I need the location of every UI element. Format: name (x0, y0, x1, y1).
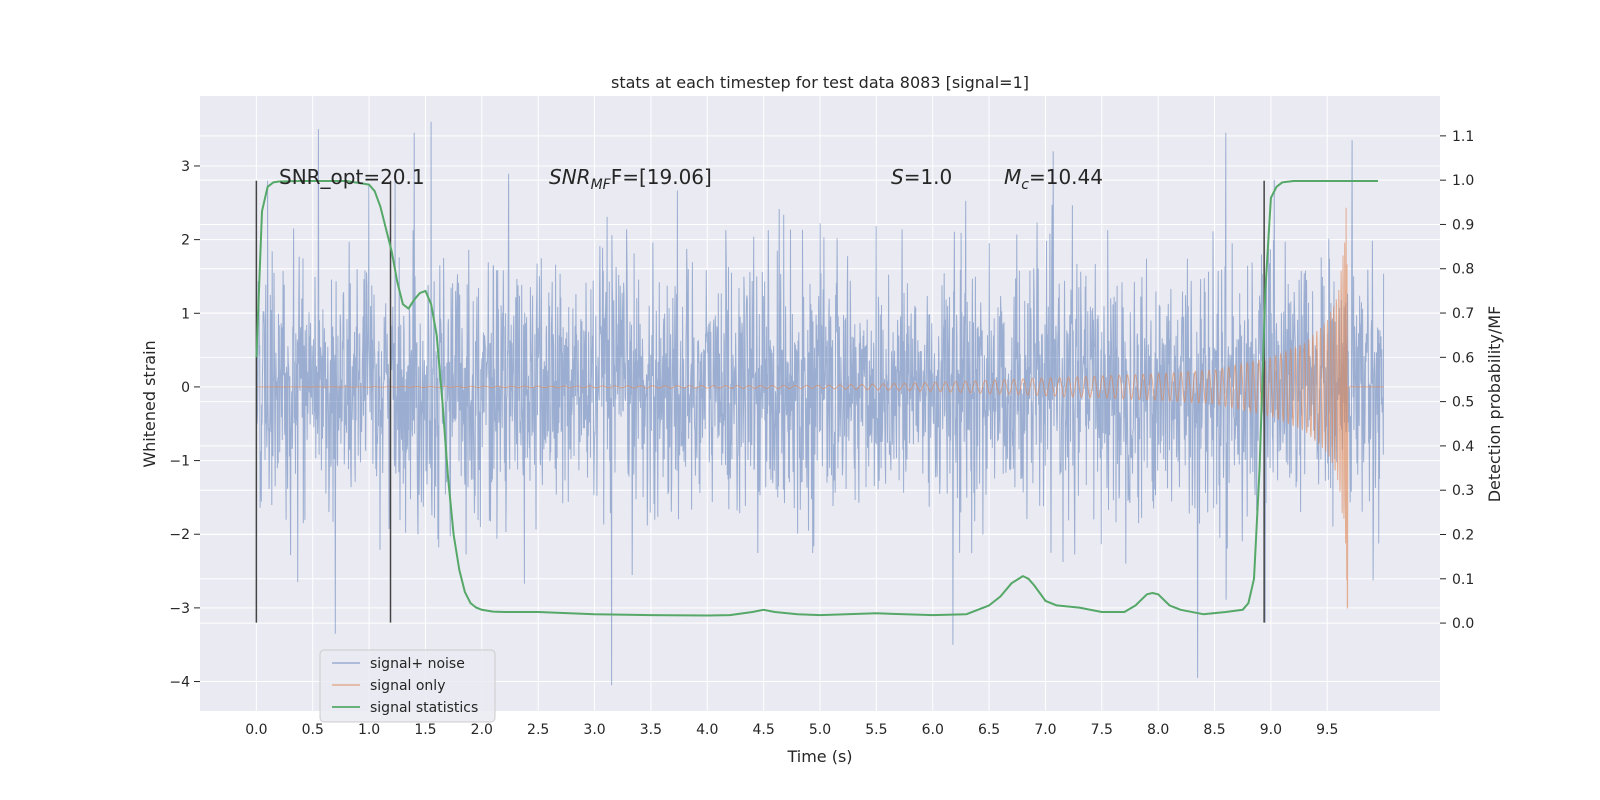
x-tick-label: 6.5 (978, 722, 1000, 738)
x-tick-label: 8.0 (1147, 722, 1169, 738)
y2-tick-label: 0.9 (1452, 217, 1474, 233)
y-tick-label: −4 (169, 675, 190, 691)
legend: signal+ noise signal only signal statist… (319, 649, 496, 723)
y2-tick-label: 1.1 (1452, 129, 1474, 145)
x-axis-label: Time (s) (786, 747, 852, 766)
x-tick-label: 1.0 (358, 722, 380, 738)
signal-noise-line (255, 121, 1385, 686)
y2-tick-label: 0.8 (1452, 262, 1474, 278)
legend-label-signal-only: signal only (370, 678, 445, 694)
signal-only-line (256, 207, 1384, 609)
y2-tick-label: 0.4 (1452, 439, 1474, 455)
annotation-mc-sub: c (1021, 177, 1029, 193)
series-signal-only (256, 207, 1384, 609)
y2-tick-label: 0.0 (1452, 616, 1474, 632)
y2-tick-label: 0.2 (1452, 527, 1474, 543)
x-tick-label: 2.0 (471, 722, 493, 738)
x-tick-label: 9.5 (1316, 722, 1338, 738)
x-tick-label: 2.5 (527, 722, 549, 738)
x-tick-label: 7.0 (1034, 722, 1056, 738)
annotation-s-symbol: S (891, 165, 904, 189)
x-tick-label: 3.0 (583, 722, 605, 738)
x-tick-label: 1.5 (414, 722, 436, 738)
annotation-s-value: =1.0 (904, 165, 953, 189)
axis-ticks: 0.0 0.5 1.0 1.5 2.0 2.5 3.0 3.5 4.0 4.5 5.0 5.5 6.0 6… (169, 129, 1474, 738)
x-tick-label: 6.0 (922, 722, 944, 738)
chart-title: stats at each timestep for test data 808… (611, 73, 1029, 92)
y-tick-label: 0 (181, 380, 190, 396)
x-tick-label: 0.0 (245, 722, 267, 738)
y2-tick-label: 0.5 (1452, 395, 1474, 411)
vertical-lines (255, 180, 1265, 623)
y-tick-label: −1 (169, 454, 190, 470)
x-tick-label: 4.5 (753, 722, 775, 738)
annotation-snr-mf-rest: F=[19.06] (611, 165, 712, 189)
y-tick-label: 2 (181, 233, 190, 249)
x-tick-label: 7.5 (1091, 722, 1113, 738)
x-tick-label: 5.0 (809, 722, 831, 738)
annotation-snr-mf: SNRMFF=[19.06] (549, 165, 712, 193)
annotations: SNR_opt=20.1 SNRMFF=[19.06] S=1.0 Mc=10.… (279, 165, 1103, 193)
annotation-snr-opt: SNR_opt=20.1 (279, 165, 425, 189)
annotation-mc: Mc=10.44 (1004, 165, 1103, 193)
y-tick-label: −2 (169, 527, 190, 543)
annotation-snr-mf-main: SNR (549, 165, 591, 189)
y2-tick-label: 0.3 (1452, 483, 1474, 499)
signal-statistics-line (255, 180, 1378, 617)
y2-tick-label: 1.0 (1452, 173, 1474, 189)
x-tick-label: 8.5 (1203, 722, 1225, 738)
series-signal-statistics (255, 180, 1378, 617)
x-tick-label: 0.5 (302, 722, 324, 738)
y-axis-label: Whitened strain (140, 340, 159, 467)
legend-label-signal-noise: signal+ noise (370, 656, 465, 672)
x-tick-label: 9.0 (1260, 722, 1282, 738)
y-tick-label: −3 (169, 601, 190, 617)
x-tick-label: 3.5 (640, 722, 662, 738)
annotation-snr-mf-sub: MF (591, 177, 612, 193)
annotation-mc-value: =10.44 (1029, 165, 1103, 189)
x-tick-label: 5.5 (865, 722, 887, 738)
y-tick-label: 3 (181, 159, 190, 175)
legend-box (319, 649, 496, 723)
y2-axis-label: Detection probability/MF (1485, 306, 1504, 503)
x-tick-label: 4.0 (696, 722, 718, 738)
annotation-mc-symbol: M (1004, 165, 1021, 189)
y2-tick-label: 0.1 (1452, 572, 1474, 588)
y2-tick-label: 0.7 (1452, 306, 1474, 322)
y-tick-label: 1 (181, 306, 190, 322)
series-signal-noise (255, 121, 1385, 686)
annotation-s: S=1.0 (891, 165, 952, 189)
y2-tick-label: 0.6 (1452, 350, 1474, 366)
legend-label-signal-statistics: signal statistics (370, 700, 478, 716)
